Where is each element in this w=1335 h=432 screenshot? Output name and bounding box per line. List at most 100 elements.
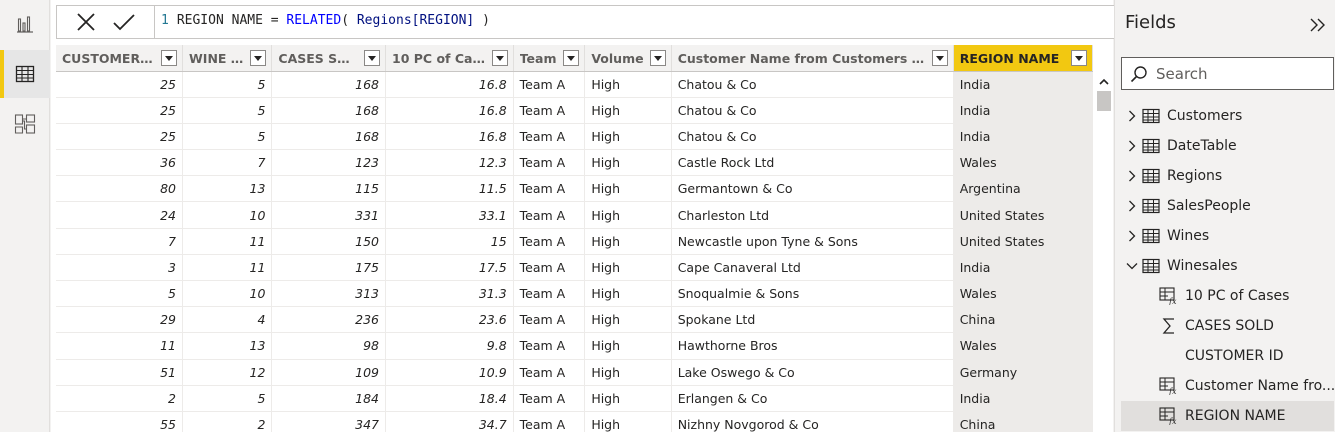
- table-cell[interactable]: Castle Rock Ltd: [671, 149, 954, 177]
- table-cell[interactable]: 9.8: [385, 332, 514, 360]
- table-cell[interactable]: 150: [271, 228, 387, 255]
- table-cell[interactable]: China: [953, 411, 1093, 432]
- table-cell[interactable]: High: [584, 411, 672, 432]
- table-cell[interactable]: 11: [182, 228, 273, 255]
- table-cell[interactable]: Team A: [513, 254, 586, 282]
- scroll-thumb[interactable]: [1097, 91, 1111, 111]
- table-cell[interactable]: 5: [182, 385, 273, 412]
- table-cell[interactable]: Team A: [513, 201, 586, 229]
- field-cases-sold[interactable]: CASES SOLD: [1115, 311, 1335, 341]
- table-cell[interactable]: 33.1: [385, 201, 514, 229]
- field-customer-name-fro[interactable]: fx Customer Name fro...: [1115, 371, 1335, 401]
- table-cell[interactable]: High: [584, 254, 672, 282]
- table-cell[interactable]: 184: [271, 385, 387, 412]
- table-cell[interactable]: 10.9: [385, 359, 514, 386]
- table-cell[interactable]: Team A: [513, 71, 586, 98]
- table-cell[interactable]: High: [584, 385, 672, 412]
- table-cell[interactable]: 115: [271, 175, 387, 203]
- table-cell[interactable]: Team A: [513, 97, 586, 124]
- commit-formula-button[interactable]: [112, 11, 136, 33]
- table-cell[interactable]: 12.3: [385, 149, 514, 177]
- table-cell[interactable]: Team A: [513, 306, 586, 334]
- table-cell[interactable]: 16.8: [385, 123, 514, 151]
- field-table-datetable[interactable]: DateTable: [1115, 131, 1335, 161]
- table-cell[interactable]: Charleston Ltd: [671, 201, 954, 229]
- table-cell[interactable]: 4: [182, 306, 273, 334]
- table-cell[interactable]: 347: [271, 411, 387, 432]
- table-cell[interactable]: 2: [182, 411, 273, 432]
- table-cell[interactable]: India: [953, 97, 1093, 124]
- table-row[interactable]: 3 11 175 17.5 Team A High Cape Canaveral Ltd In…: [56, 254, 1093, 282]
- table-cell[interactable]: 10: [182, 280, 273, 308]
- table-cell[interactable]: Team A: [513, 332, 586, 360]
- table-cell[interactable]: India: [953, 385, 1093, 412]
- table-cell[interactable]: 12: [182, 359, 273, 386]
- expand-toggle[interactable]: [1125, 259, 1139, 273]
- table-cell[interactable]: Germantown & Co: [671, 175, 954, 203]
- table-cell[interactable]: Team A: [513, 359, 586, 386]
- column-header-cases-sold[interactable]: CASES SOLD: [271, 45, 387, 72]
- collapse-fields-pane-button[interactable]: [1307, 14, 1329, 36]
- table-cell[interactable]: Chatou & Co: [671, 71, 954, 98]
- table-cell[interactable]: India: [953, 254, 1093, 282]
- table-cell[interactable]: 313: [271, 280, 387, 308]
- field-table-wines[interactable]: Wines: [1115, 221, 1335, 251]
- expand-toggle[interactable]: [1125, 109, 1139, 123]
- table-row[interactable]: 11 13 98 9.8 Team A High Hawthorne Bros Wales: [56, 332, 1093, 360]
- expand-toggle[interactable]: [1125, 169, 1139, 183]
- field-table-regions[interactable]: Regions: [1115, 161, 1335, 191]
- table-cell[interactable]: 51: [56, 359, 183, 386]
- table-cell[interactable]: 15: [385, 228, 514, 255]
- table-cell[interactable]: High: [584, 97, 672, 124]
- table-cell[interactable]: 11: [182, 254, 273, 282]
- table-cell[interactable]: United States: [953, 201, 1093, 229]
- table-cell[interactable]: Team A: [513, 228, 586, 255]
- table-cell[interactable]: Snoqualmie & Sons: [671, 280, 954, 308]
- expand-toggle[interactable]: [1125, 229, 1139, 243]
- column-filter-button[interactable]: [364, 50, 381, 66]
- table-cell[interactable]: 175: [271, 254, 387, 282]
- expand-toggle[interactable]: [1125, 139, 1139, 153]
- table-cell[interactable]: 123: [271, 149, 387, 177]
- table-cell[interactable]: 7: [56, 228, 183, 255]
- table-cell[interactable]: India: [953, 123, 1093, 151]
- field-table-winesales[interactable]: Winesales: [1115, 251, 1335, 281]
- table-cell[interactable]: 23.6: [385, 306, 514, 334]
- expand-toggle[interactable]: [1125, 199, 1139, 213]
- column-header-region-name[interactable]: REGION NAME: [953, 45, 1093, 72]
- formula-editor[interactable]: 1 REGION NAME = RELATED( Regions[REGION] …: [161, 6, 490, 38]
- table-cell[interactable]: Team A: [513, 149, 586, 177]
- table-row[interactable]: 25 5 168 16.8 Team A High Chatou & Co India: [56, 71, 1093, 98]
- table-cell[interactable]: Nizhny Novgorod & Co: [671, 411, 954, 432]
- table-cell[interactable]: High: [584, 201, 672, 229]
- table-row[interactable]: 36 7 123 12.3 Team A High Castle Rock Ltd Wales: [56, 149, 1093, 177]
- table-cell[interactable]: 16.8: [385, 71, 514, 98]
- table-cell[interactable]: High: [584, 175, 672, 203]
- table-cell[interactable]: High: [584, 228, 672, 255]
- table-cell[interactable]: 3: [56, 254, 183, 282]
- model-view-button[interactable]: [0, 100, 50, 148]
- table-cell[interactable]: 25: [56, 123, 183, 151]
- table-cell[interactable]: High: [584, 123, 672, 151]
- table-cell[interactable]: Team A: [513, 175, 586, 203]
- table-cell[interactable]: 24: [56, 201, 183, 229]
- field-10-pc-of-cases[interactable]: fx 10 PC of Cases: [1115, 281, 1335, 311]
- column-header-10-pc-of-cases[interactable]: 10 PC of Cases: [385, 45, 514, 72]
- report-view-button[interactable]: [0, 0, 50, 48]
- table-row[interactable]: 24 10 331 33.1 Team A High Charleston Ltd Unite…: [56, 201, 1093, 229]
- table-row[interactable]: 51 12 109 10.9 Team A High Lake Oswego & Co Ger…: [56, 359, 1093, 386]
- table-cell[interactable]: 5: [182, 71, 273, 98]
- table-cell[interactable]: 18.4: [385, 385, 514, 412]
- table-cell[interactable]: 236: [271, 306, 387, 334]
- column-filter-button[interactable]: [491, 50, 508, 66]
- table-cell[interactable]: 13: [182, 175, 273, 203]
- table-cell[interactable]: 31.3: [385, 280, 514, 308]
- table-cell[interactable]: High: [584, 71, 672, 98]
- table-cell[interactable]: 5: [56, 280, 183, 308]
- table-cell[interactable]: Chatou & Co: [671, 97, 954, 124]
- column-header-wine-id[interactable]: WINE ID: [182, 45, 273, 72]
- column-header-customer-name-from-customers-table[interactable]: Customer Name from Customers Table: [671, 45, 954, 72]
- field-table-salespeople[interactable]: SalesPeople: [1115, 191, 1335, 221]
- table-row[interactable]: 29 4 236 23.6 Team A High Spokane Ltd China: [56, 306, 1093, 334]
- table-cell[interactable]: 168: [271, 71, 387, 98]
